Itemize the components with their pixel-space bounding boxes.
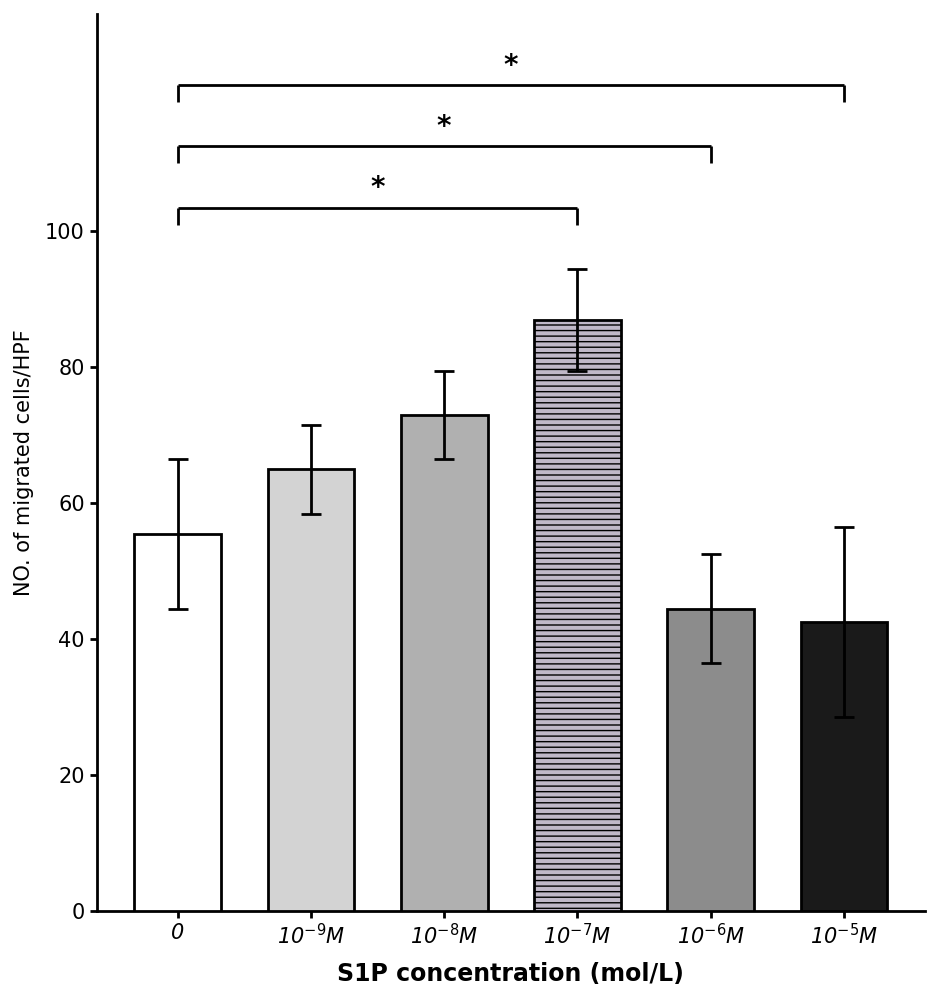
Bar (801, 622, 887, 911)
X-axis label: S1P concentration (mol/L): S1P concentration (mol/L) (337, 962, 685, 986)
Bar (268, 469, 354, 911)
Bar (668, 609, 754, 911)
Text: *: * (437, 113, 452, 141)
Bar (401, 415, 487, 911)
Y-axis label: NO. of migrated cells/HPF: NO. of migrated cells/HPF (14, 329, 34, 596)
Text: *: * (370, 174, 385, 202)
Bar (534, 320, 621, 911)
Text: *: * (503, 52, 518, 80)
Bar (134, 534, 221, 911)
